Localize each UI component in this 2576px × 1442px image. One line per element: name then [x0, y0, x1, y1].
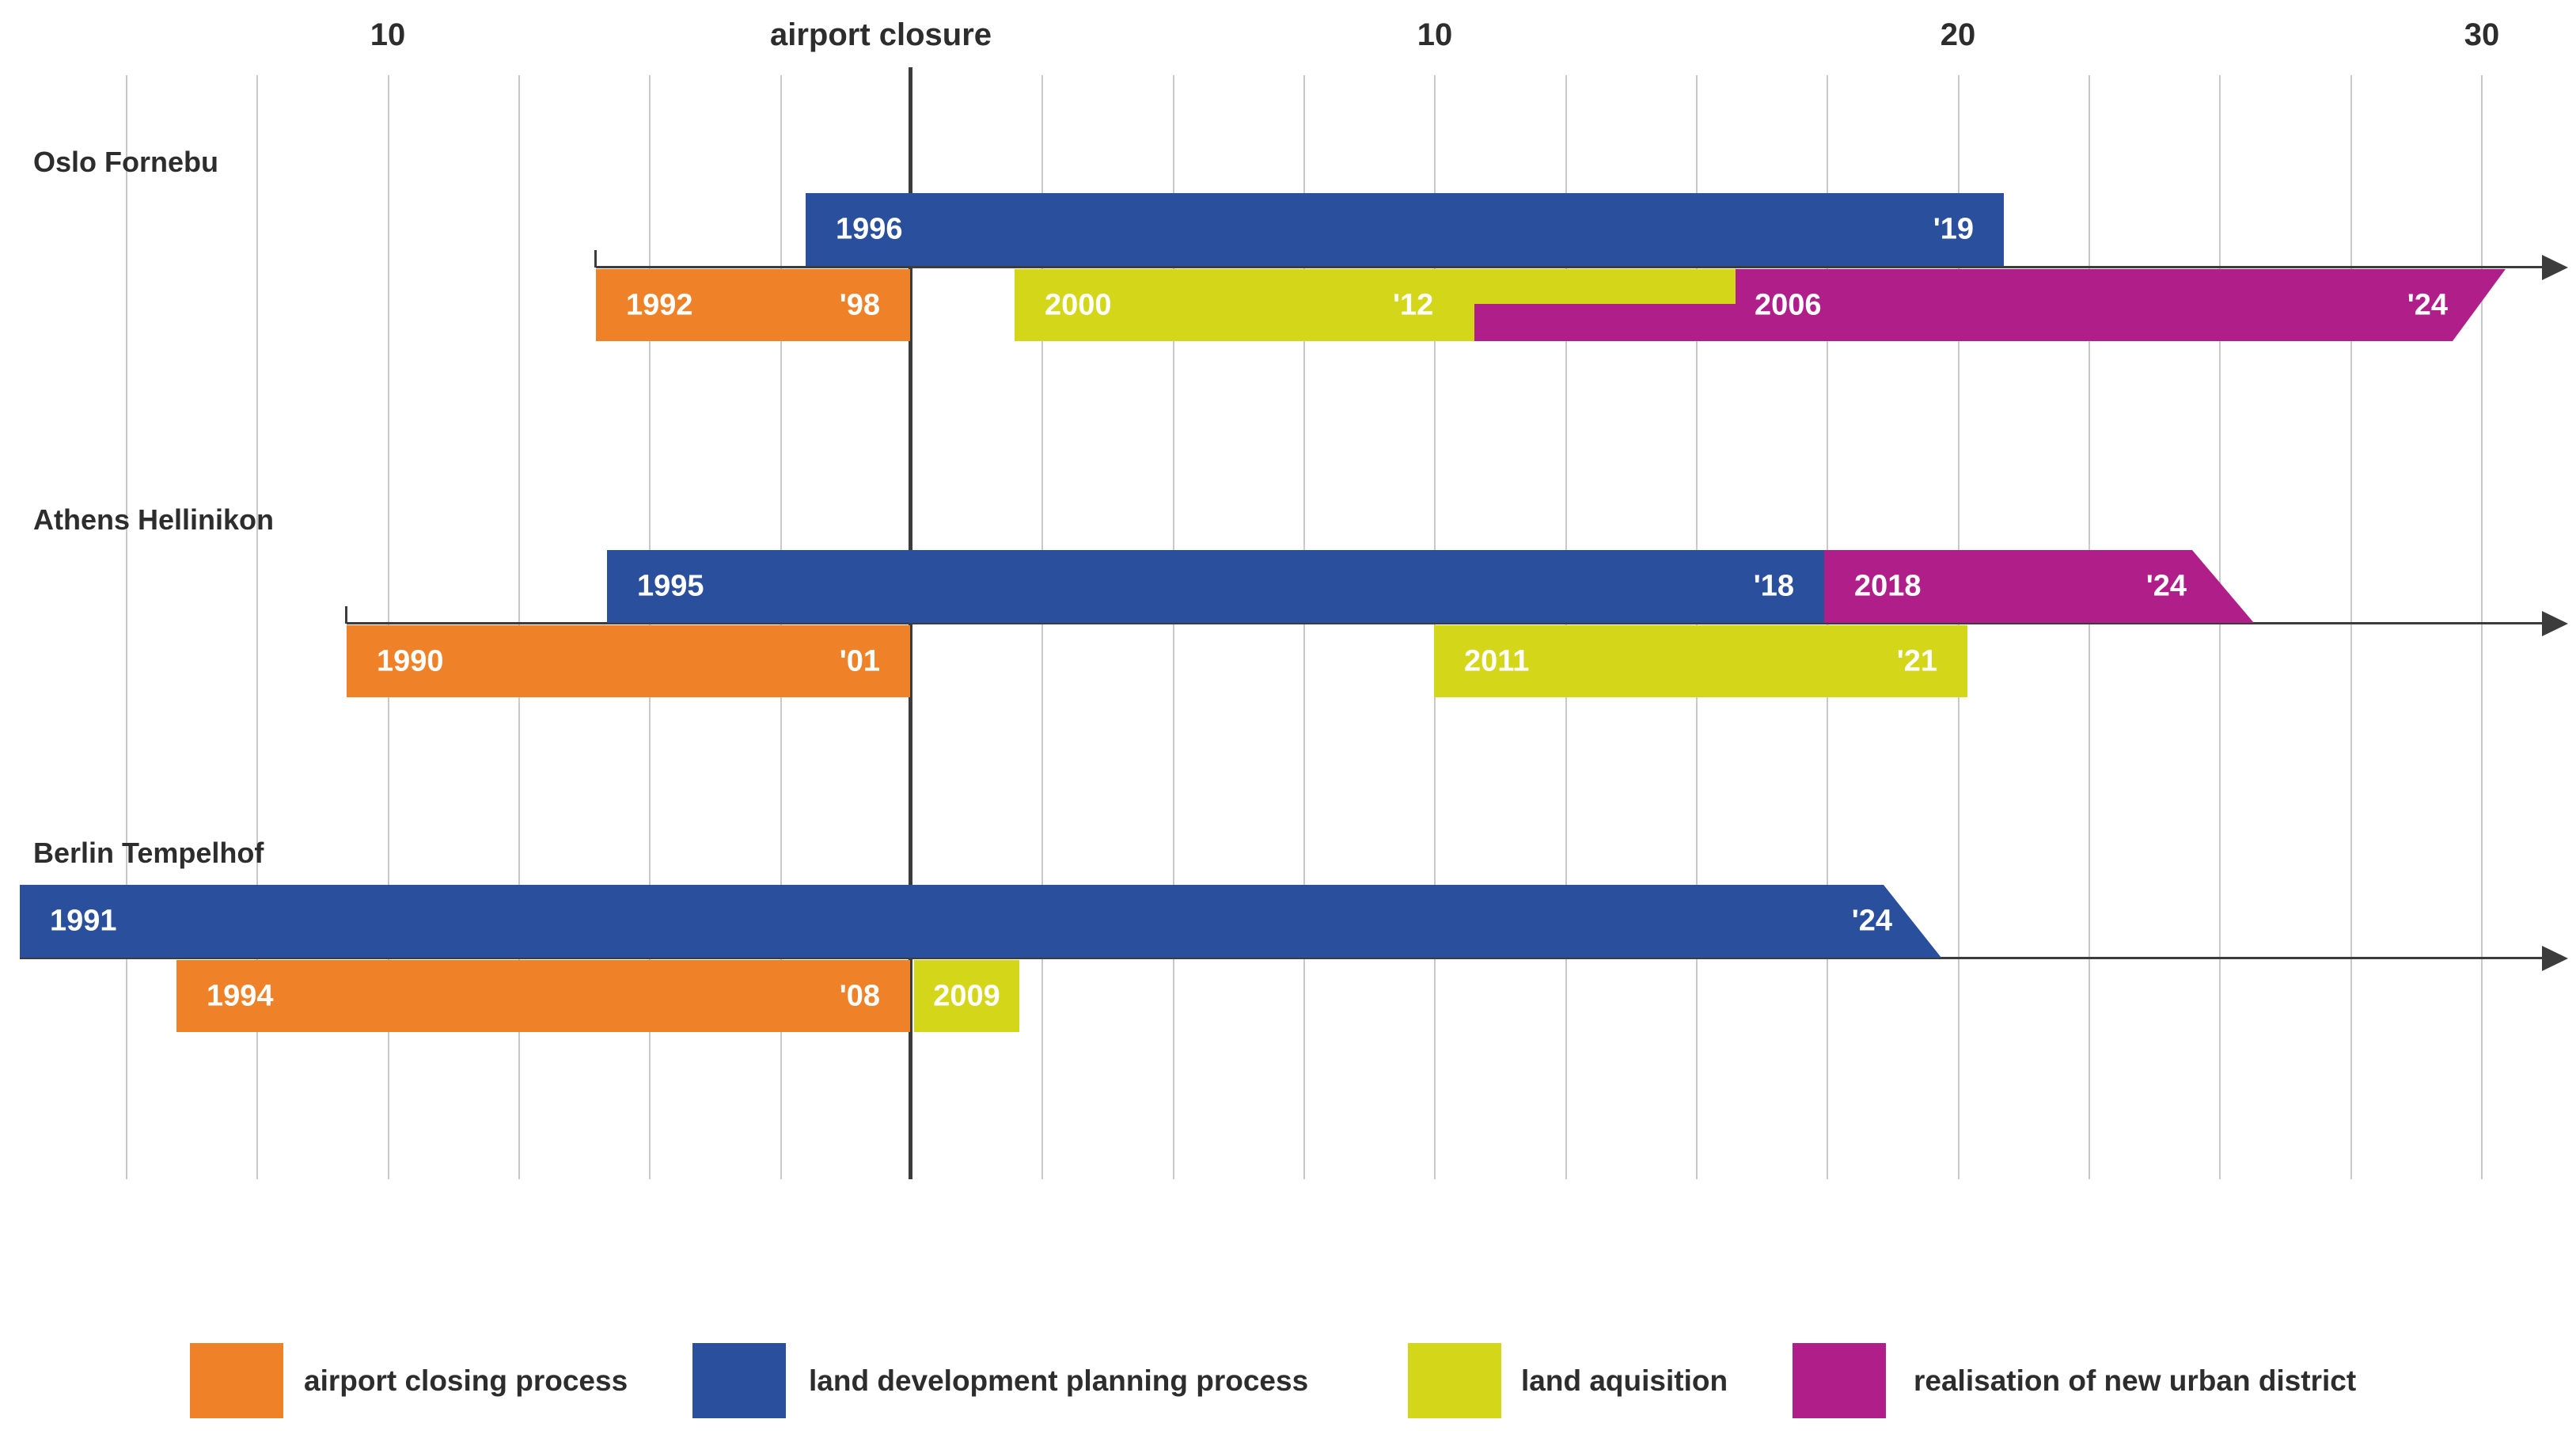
- athens-axis-tick: [345, 606, 347, 624]
- legend-swatch-closing: [190, 1343, 283, 1418]
- gridline: [1173, 75, 1174, 1179]
- axis-label-minus-10: 10: [370, 17, 406, 52]
- oslo-planning-start: 1996: [836, 212, 903, 246]
- oslo-axis-tick: [594, 250, 597, 268]
- berlin-planning-end: '24: [1851, 904, 1892, 938]
- athens-acquisition-start: 2011: [1464, 644, 1530, 677]
- legend-swatch-planning: [692, 1343, 786, 1418]
- legend-label-planning: land development planning process: [809, 1364, 1309, 1397]
- oslo-realisation-end: '24: [2407, 288, 2448, 321]
- oslo-planning-end: '19: [1933, 212, 1974, 246]
- oslo-acquisition-start: 2000: [1045, 288, 1112, 321]
- oslo-closing-bar: 1992 '98: [596, 269, 910, 341]
- athens-planning-end: '18: [1753, 569, 1794, 603]
- berlin-closing-start: 1994: [207, 979, 274, 1012]
- legend-swatch-acquisition: [1408, 1343, 1501, 1418]
- berlin-axis-line: [20, 957, 2544, 959]
- athens-acquisition-end: '21: [1896, 644, 1937, 677]
- athens-realisation-start: 2018: [1854, 569, 1922, 603]
- oslo-axis-arrowhead-icon: [2542, 255, 2568, 280]
- berlin-closing-end: '08: [839, 979, 880, 1012]
- berlin-acquisition-bar: 2009: [914, 960, 1019, 1032]
- gridline: [2350, 75, 2352, 1179]
- row-label-berlin-tempelhof: Berlin Tempelhof: [33, 837, 264, 869]
- axis-label-closure: airport closure: [769, 17, 992, 52]
- axis-label-plus-20: 20: [1940, 17, 1976, 52]
- gridline: [256, 75, 258, 1179]
- athens-axis-arrowhead-icon: [2542, 611, 2568, 636]
- axis-label-plus-10: 10: [1417, 17, 1453, 52]
- athens-planning-bar: 1995 '18: [607, 550, 1824, 623]
- athens-realisation-end: '24: [2145, 569, 2187, 603]
- athens-closing-end: '01: [839, 644, 880, 677]
- berlin-closing-bar: 1994 '08: [176, 960, 910, 1032]
- row-label-athens-hellinikon: Athens Hellinikon: [33, 503, 275, 536]
- oslo-realisation-start: 2006: [1755, 288, 1822, 321]
- gridline: [2481, 75, 2483, 1179]
- legend-label-acquisition: land aquisition: [1521, 1364, 1728, 1397]
- oslo-planning-bar: 1996 '19: [806, 193, 2004, 266]
- oslo-acquisition-end: '12: [1393, 288, 1434, 321]
- athens-closing-start: 1990: [377, 644, 444, 677]
- gridline: [2088, 75, 2090, 1179]
- gridline: [126, 75, 127, 1179]
- row-label-oslo-fornebu: Oslo Fornebu: [33, 146, 218, 178]
- legend-swatch-realisation: [1793, 1343, 1886, 1418]
- gridline: [2219, 75, 2221, 1179]
- athens-acquisition-bar: 2011 '21: [1434, 625, 1967, 697]
- legend-label-realisation: realisation of new urban district: [1914, 1364, 2357, 1397]
- berlin-planning-bar: 1991 '24: [20, 885, 1941, 958]
- axis-label-plus-30: 30: [2464, 17, 2500, 52]
- oslo-axis-line: [596, 266, 2544, 268]
- athens-closing-bar: 1990 '01: [347, 625, 910, 697]
- berlin-axis-arrowhead-icon: [2542, 946, 2568, 971]
- berlin-acquisition-start: 2009: [933, 979, 1000, 1012]
- oslo-closing-start: 1992: [626, 288, 693, 321]
- gridline: [1303, 75, 1305, 1179]
- athens-realisation-bar: 2018 '24: [1824, 550, 2254, 623]
- oslo-closing-end: '98: [839, 288, 880, 321]
- berlin-planning-start: 1991: [50, 904, 117, 938]
- legend-label-closing: airport closing process: [304, 1364, 628, 1397]
- athens-planning-start: 1995: [637, 569, 704, 603]
- gridline: [1041, 75, 1043, 1179]
- athens-axis-line: [347, 622, 2544, 624]
